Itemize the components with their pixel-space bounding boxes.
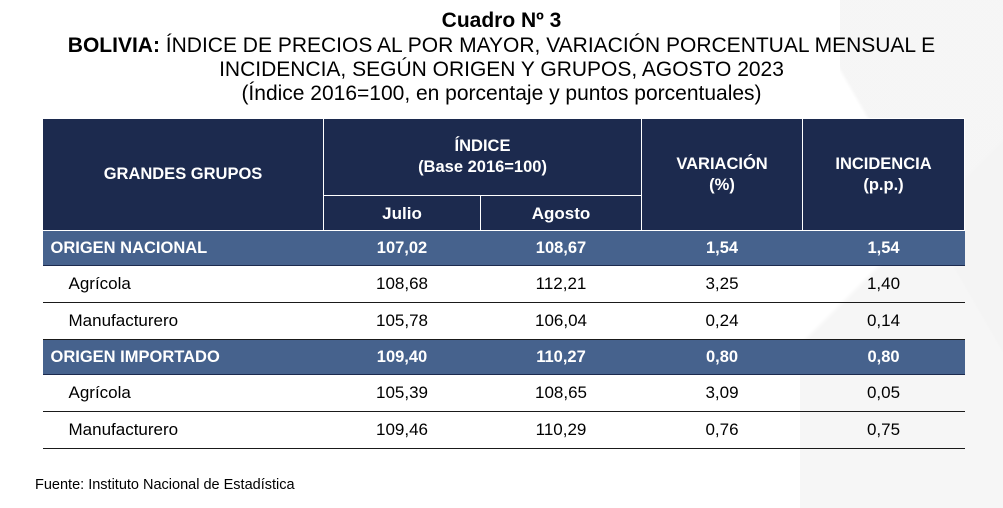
row-name: ORIGEN NACIONAL: [42, 230, 324, 266]
source-note: Fuente: Instituto Nacional de Estadístic…: [35, 477, 295, 493]
cell-incidencia: 1,40: [802, 265, 965, 303]
cell-julio: 109,40: [323, 339, 481, 375]
row-name: Agrícola: [42, 374, 324, 412]
header-july: Julio: [323, 195, 481, 231]
title-block: Cuadro Nº 3 BOLIVIA: ÍNDICE DE PRECIOS A…: [0, 8, 1003, 106]
table-row: Agrícola 105,39 108,65 3,09 0,05: [42, 374, 965, 412]
cell-julio: 109,46: [323, 411, 481, 449]
table-number: Cuadro Nº 3: [441, 9, 562, 32]
cell-agosto: 108,65: [480, 374, 642, 412]
cell-julio: 105,39: [323, 374, 481, 412]
header-incidence: INCIDENCIA (p.p.): [802, 118, 966, 231]
table-row-origen-importado: ORIGEN IMPORTADO 109,40 110,27 0,80 0,80: [42, 339, 965, 375]
cell-incidencia: 0,75: [802, 411, 965, 449]
table-row: Manufacturero 105,78 106,04 0,24 0,14: [42, 302, 965, 340]
row-name: ORIGEN IMPORTADO: [42, 339, 324, 375]
subtitle: (Índice 2016=100, en porcentaje y puntos…: [241, 82, 762, 105]
cell-variacion: 3,25: [641, 265, 803, 303]
cell-incidencia: 0,80: [802, 339, 965, 375]
header-incidence-line1: INCIDENCIA: [835, 154, 932, 173]
cell-julio: 105,78: [323, 302, 481, 340]
cell-agosto: 108,67: [480, 230, 642, 266]
header-index-line2: (Base 2016=100): [418, 158, 547, 176]
cell-incidencia: 0,14: [802, 302, 965, 340]
table-row: Agrícola 108,68 112,21 3,25 1,40: [42, 265, 965, 303]
cell-variacion: 3,09: [641, 374, 803, 412]
header-index: ÍNDICE (Base 2016=100): [322, 118, 643, 196]
cell-agosto: 110,27: [480, 339, 642, 375]
header-august: Agosto: [479, 195, 643, 231]
header-groups: GRANDES GRUPOS: [42, 118, 324, 231]
cell-agosto: 112,21: [480, 265, 642, 303]
header-variation: VARIACIÓN (%): [641, 118, 804, 231]
cell-incidencia: 0,05: [802, 374, 965, 412]
title-line-2: INCIDENCIA, SEGÚN ORIGEN Y GRUPOS, AGOST…: [219, 58, 784, 81]
cell-agosto: 110,29: [480, 411, 642, 449]
title-line-1: BOLIVIA: ÍNDICE DE PRECIOS AL POR MAYOR,…: [0, 34, 1003, 58]
table-row: Manufacturero 109,46 110,29 0,76 0,75: [42, 411, 965, 449]
cell-variacion: 0,80: [641, 339, 803, 375]
header-incidence-line2: (p.p.): [863, 175, 904, 194]
cell-julio: 107,02: [323, 230, 481, 266]
row-name: Manufacturero: [42, 302, 324, 340]
row-name: Manufacturero: [42, 411, 324, 449]
price-index-table: GRANDES GRUPOS ÍNDICE (Base 2016=100) VA…: [42, 118, 966, 449]
title-line-1-text: ÍNDICE DE PRECIOS AL POR MAYOR, VARIACIÓ…: [159, 34, 936, 57]
header-index-line1: ÍNDICE: [454, 137, 511, 155]
cell-variacion: 0,24: [641, 302, 803, 340]
country-label: BOLIVIA:: [67, 34, 160, 57]
row-name: Agrícola: [42, 265, 324, 303]
cell-variacion: 1,54: [641, 230, 803, 266]
cell-julio: 108,68: [323, 265, 481, 303]
cell-variacion: 0,76: [641, 411, 803, 449]
header-variation-line2: (%): [709, 175, 735, 194]
table-row-origen-nacional: ORIGEN NACIONAL 107,02 108,67 1,54 1,54: [42, 230, 965, 266]
header-variation-line1: VARIACIÓN: [676, 154, 768, 173]
cell-incidencia: 1,54: [802, 230, 965, 266]
cell-agosto: 106,04: [480, 302, 642, 340]
